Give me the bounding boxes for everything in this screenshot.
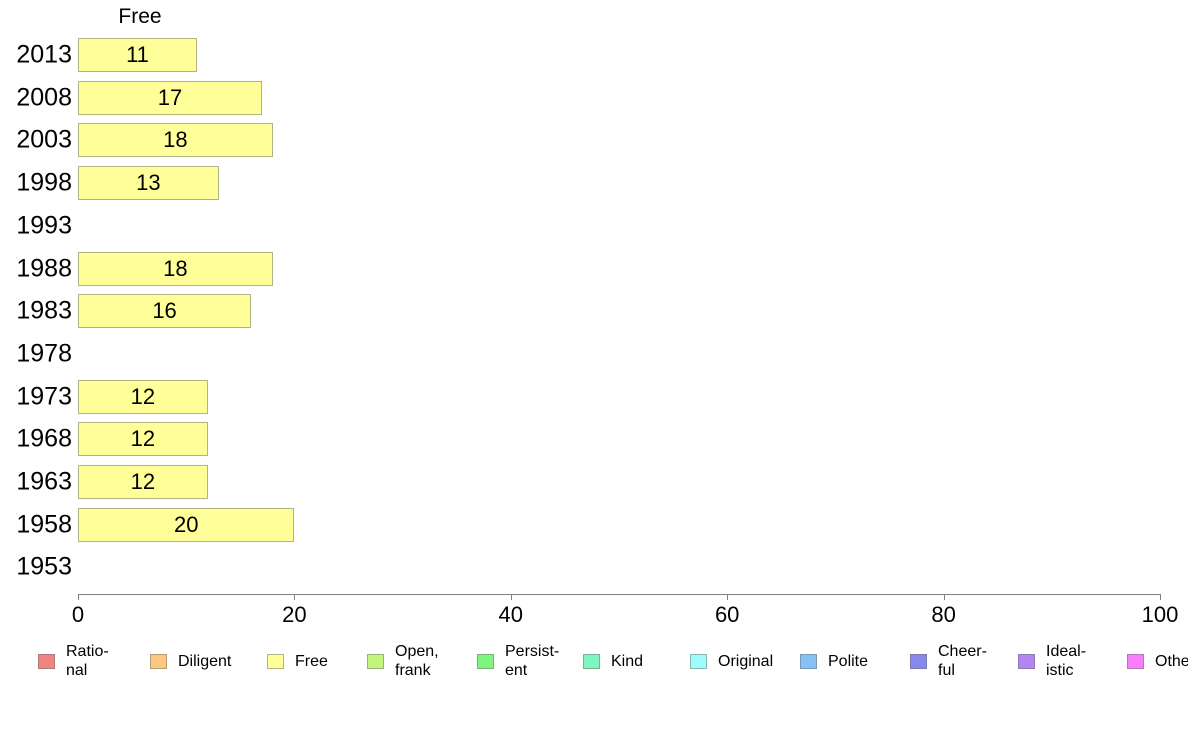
bar-1998: 13: [78, 166, 219, 201]
legend-swatch-icon: [477, 653, 494, 669]
x-axis-tick-label: 40: [498, 602, 524, 627]
bar-1968: 12: [78, 422, 208, 457]
chart-row-1993: 1993: [0, 209, 1188, 243]
legend-label: Free: [295, 652, 328, 670]
x-axis-tick: [727, 594, 729, 600]
x-axis-tick-label: 100: [1141, 602, 1179, 627]
bar-1963: 12: [78, 465, 208, 499]
legend-item-rational: Ratio- nal: [38, 642, 109, 680]
year-label: 1958: [16, 510, 72, 539]
year-label: 1983: [16, 296, 72, 325]
x-axis-tick: [510, 594, 512, 600]
bar-value-label: 20: [173, 511, 199, 537]
bar-value-label: 18: [163, 255, 188, 281]
bar-2008: 17: [78, 80, 262, 115]
bar-1983: 16: [78, 294, 252, 329]
legend-item-other: Other: [1127, 642, 1188, 680]
year-label: 1978: [16, 339, 72, 368]
year-label: 1973: [16, 382, 72, 411]
legend-label: Other: [1155, 652, 1188, 670]
legend-swatch-icon: [910, 653, 927, 669]
bar-value-label: 12: [130, 469, 156, 494]
bar-value-label: 11: [126, 42, 149, 67]
bar-1973: 12: [78, 379, 208, 414]
chart-row-1963: 1963 12: [0, 465, 1188, 499]
year-label: 1993: [16, 211, 72, 240]
x-axis-tick: [943, 594, 945, 600]
x-axis-line: [78, 594, 1160, 595]
year-label: 1998: [16, 168, 72, 197]
legend-label: Cheer- ful: [938, 643, 987, 679]
bar-1958: 20: [78, 507, 295, 542]
chart-row-1953: 1953: [0, 550, 1188, 584]
legend-swatch-icon: [1018, 653, 1035, 669]
chart-row-1973: 1973 12: [0, 379, 1188, 414]
legend-label: Open, frank: [395, 643, 439, 679]
legend-swatch-icon: [267, 653, 284, 669]
bar-value-label: 18: [163, 127, 188, 153]
bar-2003: 18: [78, 123, 273, 158]
legend-swatch-icon: [583, 653, 600, 669]
x-axis-tick: [294, 594, 296, 600]
chart-row-1983: 1983 16: [0, 294, 1188, 329]
x-axis-tick-label: 20: [282, 602, 307, 627]
chart-title: Free: [118, 5, 162, 28]
legend-label: Diligent: [178, 652, 232, 670]
x-axis-tick: [78, 594, 79, 600]
x-axis-tick-label: 0: [71, 602, 85, 627]
legend-item-cheerful: Cheer- ful: [910, 642, 987, 680]
year-label: 2013: [16, 40, 72, 69]
legend-label: Original: [718, 652, 774, 670]
legend-label: Ideal- istic: [1046, 643, 1087, 679]
legend-label: Ratio- nal: [66, 643, 109, 679]
legend-item-polite: Polite: [800, 642, 868, 680]
bar-value-label: 16: [152, 298, 177, 324]
year-label: 1953: [16, 552, 72, 581]
legend-item-kind: Kind: [583, 642, 643, 680]
legend-swatch-icon: [38, 653, 55, 669]
x-axis-tick: [1160, 594, 1161, 600]
chart-row-1958: 1958 20: [0, 507, 1188, 542]
chart-row-1978: 1978: [0, 337, 1188, 371]
year-label: 1963: [16, 467, 72, 496]
chart-row-1968: 1968 12: [0, 422, 1188, 457]
legend-swatch-icon: [367, 653, 384, 669]
year-label: 1968: [16, 424, 72, 453]
bar-value-label: 12: [130, 426, 156, 452]
bar-value-label: 12: [130, 383, 156, 409]
chart-row-1988: 1988 18: [0, 251, 1188, 286]
year-label: 2008: [16, 83, 72, 112]
year-label: 1988: [16, 254, 72, 282]
legend-item-persistent: Persist- ent: [477, 642, 559, 680]
legend-item-open-frank: Open, frank: [367, 642, 439, 680]
bar-1988: 18: [78, 251, 273, 286]
legend-swatch-icon: [1127, 653, 1144, 669]
legend-label: Persist- ent: [505, 643, 560, 679]
year-label: 2003: [16, 125, 72, 154]
chart-row-2013: 2013 11: [0, 38, 1188, 72]
chart-row-2003: 2003 18: [0, 123, 1188, 158]
legend-swatch-icon: [800, 653, 817, 669]
legend-label: Kind: [611, 652, 644, 670]
legend-swatch-icon: [150, 653, 167, 669]
legend-item-free: Free: [267, 642, 328, 680]
chart-row-2008: 2008 17: [0, 80, 1188, 115]
legend-label: Polite: [828, 652, 869, 670]
x-axis-tick-label: 80: [931, 602, 956, 627]
bar-2013: 11: [78, 38, 198, 72]
bar-value-label: 13: [136, 170, 161, 196]
legend-item-idealistic: Ideal- istic: [1018, 642, 1086, 680]
legend-item-diligent: Diligent: [150, 642, 231, 680]
chart-row-1998: 1998 13: [0, 166, 1188, 201]
legend-item-original: Original: [690, 642, 773, 680]
bar-value-label: 17: [157, 84, 183, 110]
x-axis-tick-label: 60: [714, 602, 740, 627]
legend-swatch-icon: [690, 653, 707, 669]
